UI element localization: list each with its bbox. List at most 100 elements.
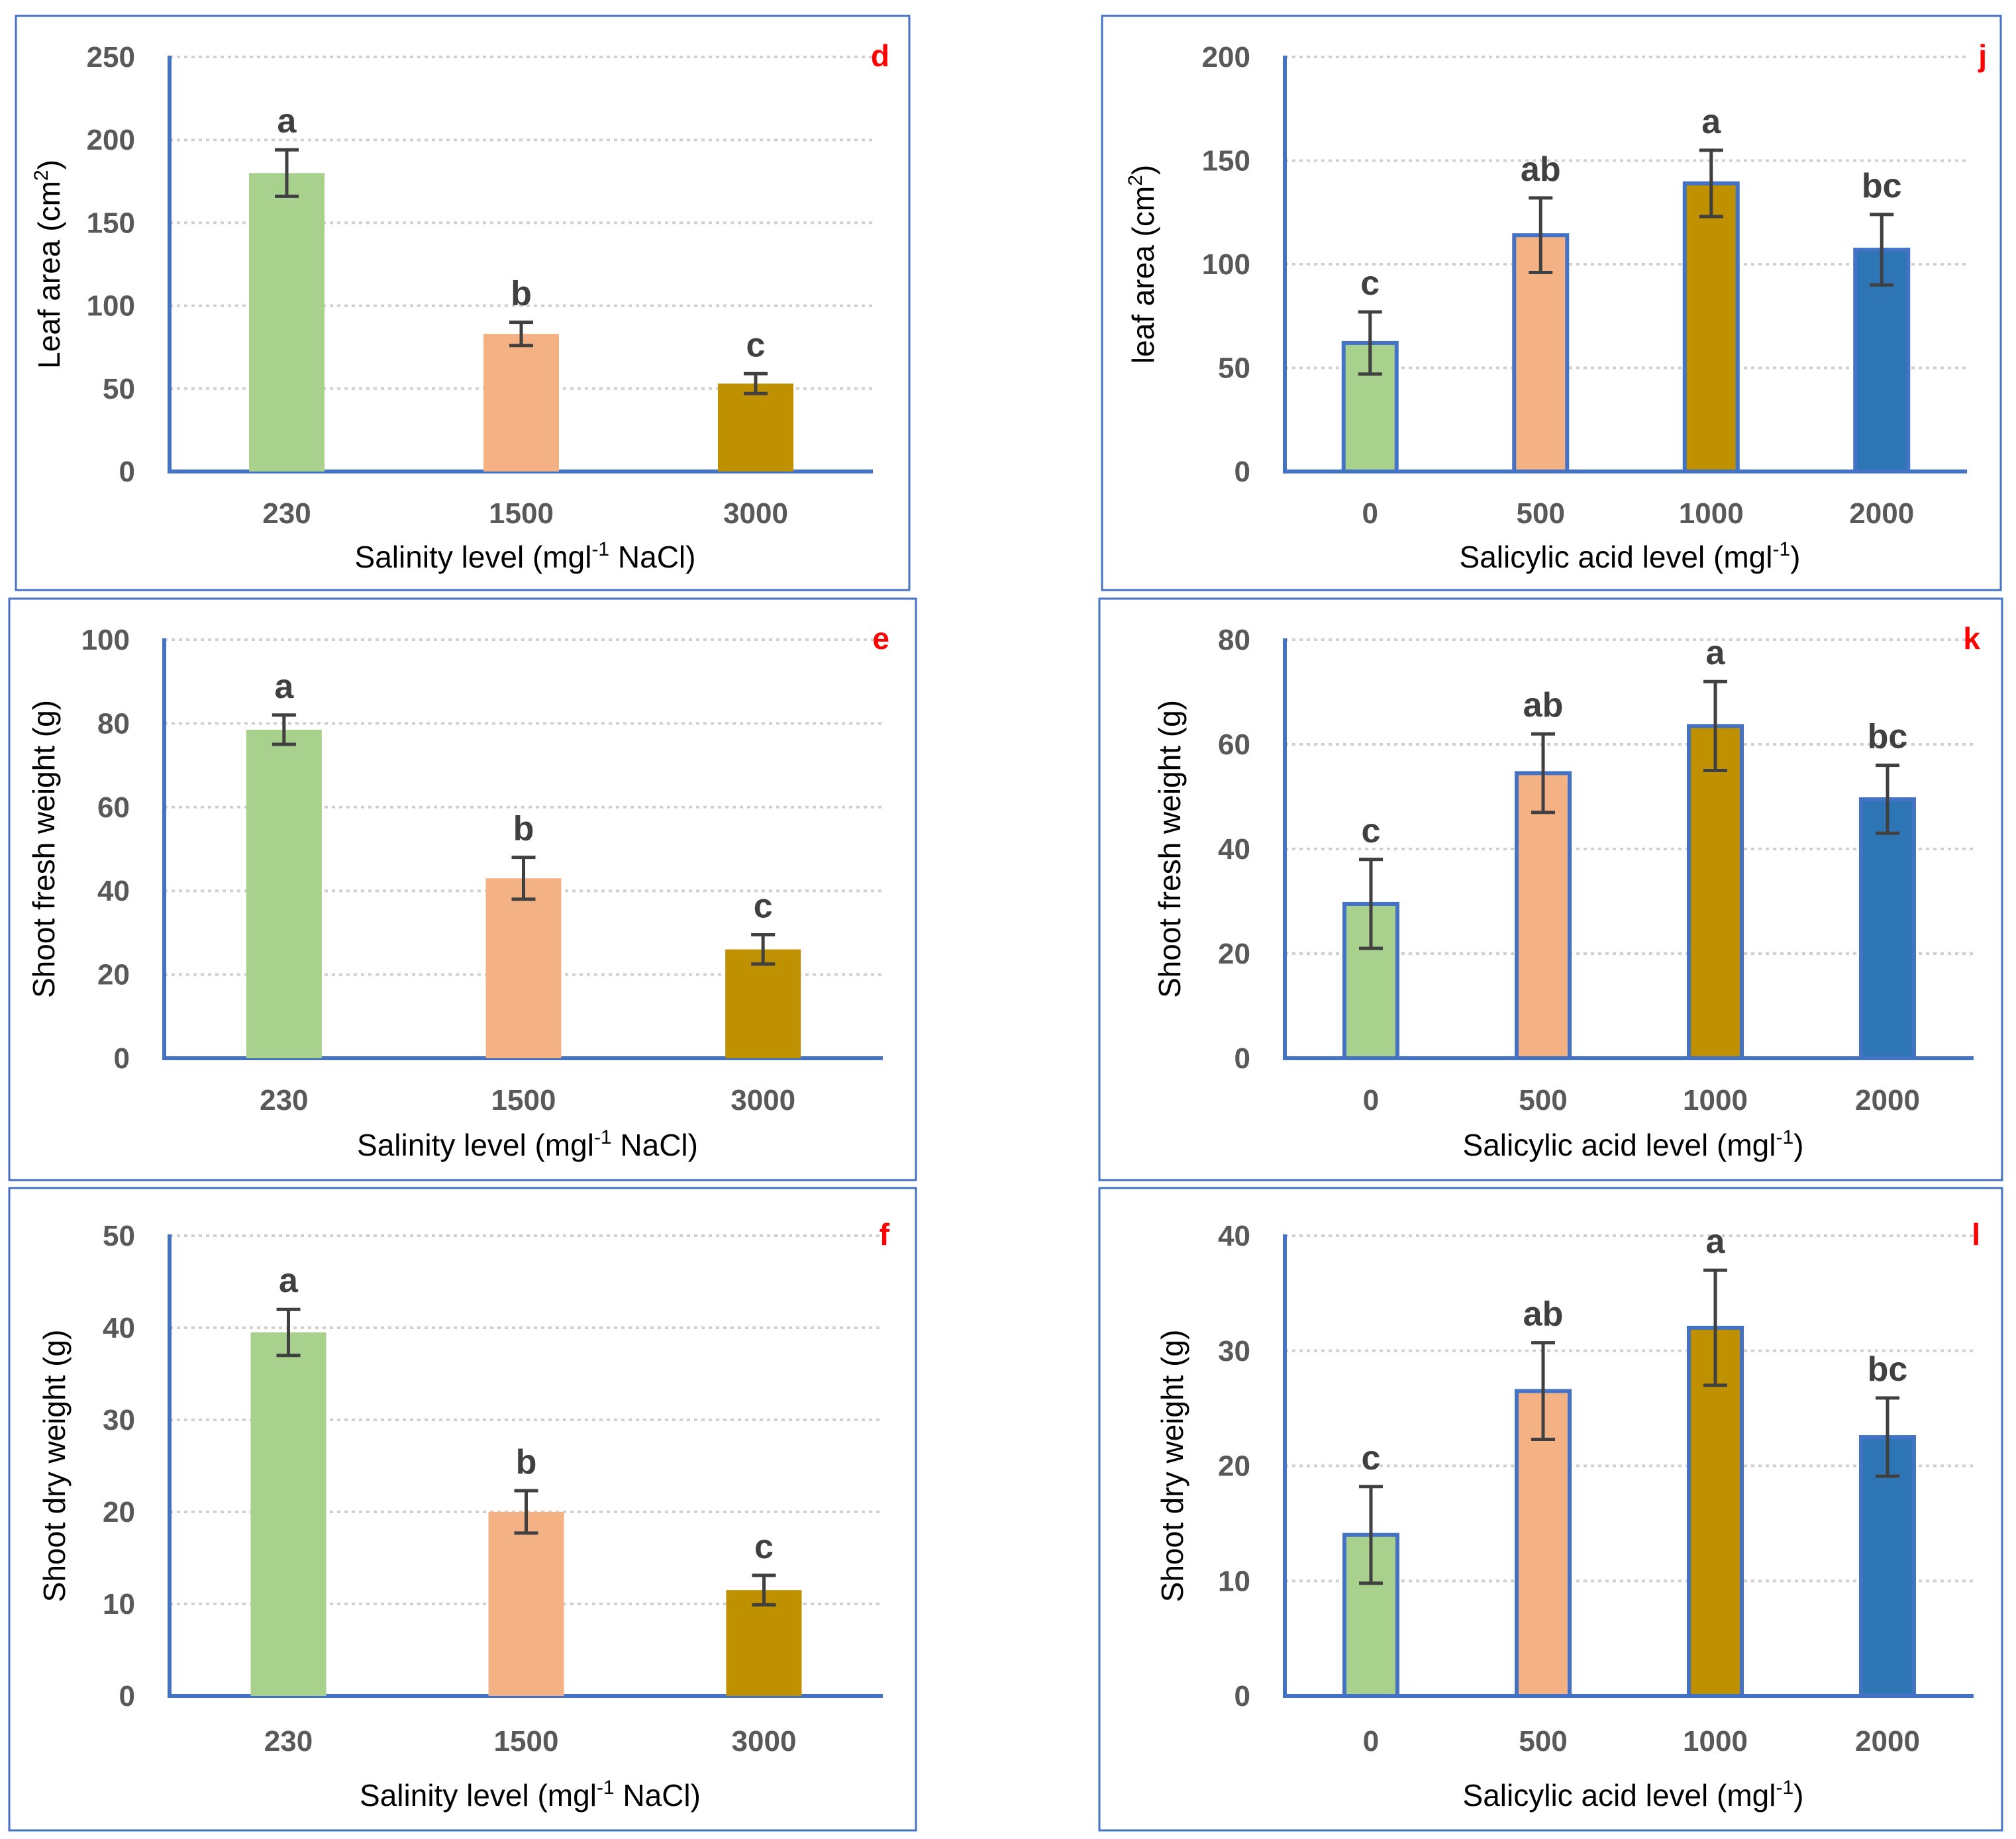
x-tick-label: 0 [1363,1084,1379,1117]
y-tick-label: 40 [1218,1220,1250,1252]
error-bar [1359,858,1383,950]
y-tick-label: 200 [1202,41,1250,74]
error-bar [1531,732,1555,815]
y-axis-title: Shoot fresh weight (g) [1152,700,1187,998]
x-tick-label: 0 [1363,1725,1379,1758]
x-axis-title-text: Salinity level (mgl [360,1778,597,1813]
x-axis-title-end: NaCl) [612,1128,698,1162]
bar-2000 [1859,1435,1916,1698]
x-axis-title-superscript: -1 [597,1777,615,1799]
y-axis-title-superscript: 2 [1125,175,1146,186]
y-tick-label: 10 [103,1588,135,1620]
y-axis-title-end: ) [32,160,66,170]
y-axis-title: Shoot dry weight (g) [1155,1330,1189,1603]
x-axis-title: Salicylic acid level (mgl-1) [1463,1777,1804,1813]
x-axis-title-end: NaCl) [609,540,695,574]
bar-3000 [725,949,801,1058]
y-axis-title-text: Shoot fresh weight (g) [26,700,61,998]
x-axis-title-superscript: -1 [1772,538,1790,560]
significance-letter: c [1362,1439,1381,1477]
y-tick-label: 0 [1235,1042,1250,1075]
panel-letter: k [1963,621,1980,656]
x-axis-title-end: NaCl) [615,1778,701,1813]
y-axis-title: Shoot fresh weight (g) [26,700,61,998]
y-tick-label: 100 [1202,248,1250,281]
panel-letter: d [871,38,889,73]
y-tick-label: 250 [87,41,135,74]
y-tick-label: 50 [103,1220,135,1252]
x-axis-title: Salicylic acid level (mgl-1) [1463,1126,1804,1162]
significance-letter: ab [1521,150,1561,189]
significance-letter: bc [1868,1350,1908,1389]
y-tick-label: 150 [1202,145,1250,177]
y-tick-label: 0 [119,1680,135,1713]
bar-500 [1512,233,1570,473]
bar-3000 [718,383,793,472]
error-bar [1876,1396,1899,1478]
significance-letter: c [754,1528,774,1566]
panel-frame [8,1187,917,1832]
x-axis-title-superscript: -1 [594,1126,612,1148]
error-bar [511,856,536,901]
bar-230 [246,729,322,1058]
y-tick-label: 80 [97,707,130,740]
y-tick-label: 0 [114,1042,130,1075]
significance-letter: b [516,1443,537,1481]
x-tick-label: 500 [1519,1084,1567,1117]
y-tick-label: 40 [97,875,130,907]
significance-letter: a [1706,634,1726,672]
y-tick-label: 20 [1218,1450,1250,1483]
significance-letter: b [511,275,532,313]
error-bar [1531,1341,1555,1442]
significance-letter: ab [1523,1295,1564,1334]
error-bar [272,713,296,746]
y-tick-label: 60 [1218,728,1250,761]
x-axis-title: Salinity level (mgl-1 NaCl) [355,538,696,574]
error-bar [276,1307,301,1358]
significance-letter: a [277,102,297,140]
significance-letter: a [1701,103,1721,141]
error-bar [1699,148,1723,219]
y-tick-label: 50 [103,373,135,405]
x-tick-label: 2000 [1855,1084,1920,1117]
y-tick-label: 0 [1235,1680,1250,1713]
bar-230 [250,1332,327,1696]
x-axis-title: Salinity level (mgl-1 NaCl) [360,1777,701,1813]
significance-letter: a [279,1262,299,1300]
y-tick-label: 100 [87,290,135,323]
significance-letter: ab [1523,686,1564,724]
x-tick-label: 2000 [1855,1725,1920,1758]
x-tick-label: 500 [1519,1725,1567,1758]
significance-letter: c [754,887,773,926]
x-axis-title: Salicylic acid level (mgl-1) [1460,538,1801,574]
bar-1500 [488,1512,564,1696]
significance-letter: bc [1862,167,1902,205]
significance-letter: c [1360,264,1380,303]
bar-1000 [1682,181,1740,473]
panel-letter: e [872,621,889,656]
error-bar [1359,1485,1383,1585]
bar-500 [1515,771,1572,1060]
y-tick-label: 150 [87,207,135,239]
panel-letter: l [1972,1217,1980,1252]
y-axis-title-text: Shoot fresh weight (g) [1152,700,1187,998]
bar-0 [1342,1532,1399,1698]
bar-230 [249,173,325,472]
y-axis-title-text: Leaf area (cm [32,181,66,369]
chart-panel-k: 0 20 40 60 80 c 0 ab 500 a 1000 bc 2000 Salicylic aci… [1098,597,2003,1181]
y-tick-label: 0 [119,456,135,488]
significance-letter: c [1362,812,1381,850]
y-tick-label: 30 [1218,1335,1250,1367]
error-bar [1529,196,1553,275]
panel-letter: f [880,1217,890,1252]
x-tick-label: 1500 [489,497,554,530]
x-axis-title-text: Salicylic acid level (mgl [1463,1128,1776,1162]
y-tick-label: 20 [103,1496,135,1528]
x-tick-label: 3000 [732,1725,797,1758]
y-axis-title: Shoot dry weight (g) [37,1330,72,1603]
bar-3000 [726,1590,802,1696]
error-bar [275,148,299,198]
x-tick-label: 1000 [1679,497,1744,530]
y-tick-label: 10 [1218,1565,1250,1597]
x-tick-label: 3000 [731,1084,795,1117]
